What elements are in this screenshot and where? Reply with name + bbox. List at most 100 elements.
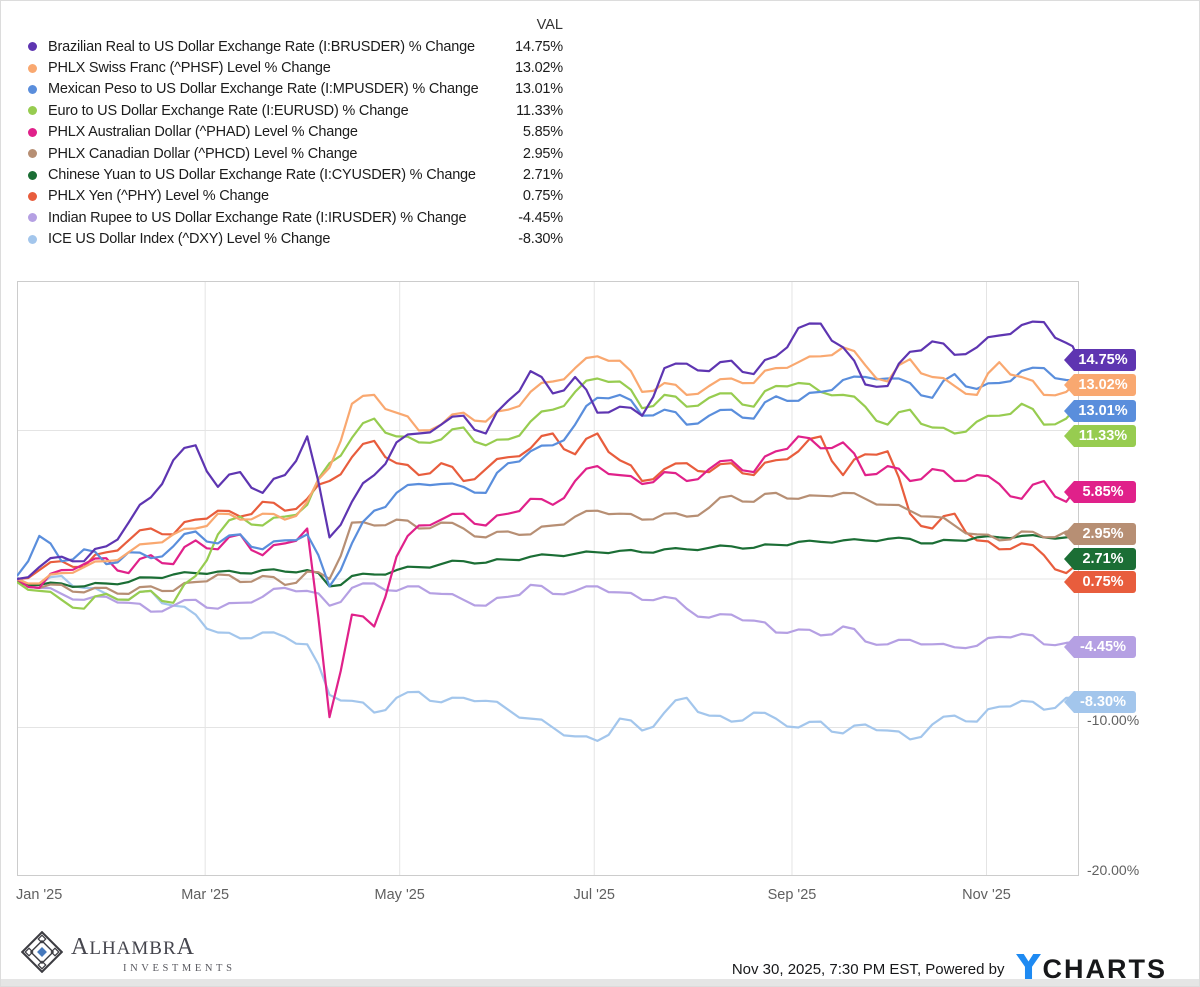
chart-plot-area[interactable] <box>17 281 1079 876</box>
tag-arrow-icon <box>1064 425 1074 447</box>
series-line <box>17 432 1079 581</box>
line-chart <box>17 281 1079 876</box>
tag-arrow-icon <box>1064 636 1074 658</box>
x-tick-label: Mar '25 <box>181 887 230 903</box>
y-tick-minus20: -20.00% <box>1087 862 1140 878</box>
legend-value: 13.02% <box>515 60 563 77</box>
legend-item-9[interactable]: Indian Rupee to US Dollar Exchange Rate … <box>23 207 563 228</box>
series-line <box>17 534 1079 588</box>
alhambra-diamond-icon <box>20 930 64 978</box>
series-line <box>17 377 1079 610</box>
tag-arrow-icon <box>1064 548 1074 570</box>
bottom-divider-bar <box>1 979 1199 986</box>
series-line <box>17 574 1079 742</box>
tag-arrow-icon <box>1064 691 1074 713</box>
legend-dot <box>28 191 37 201</box>
legend-value: 2.71% <box>522 167 563 184</box>
legend-value: 13.01% <box>515 81 563 98</box>
legend-item-8[interactable]: PHLX Yen (^PHY) Level % Change 0.75% <box>23 186 563 207</box>
legend-item-5[interactable]: PHLX Australian Dollar (^PHAD) Level % C… <box>23 122 563 143</box>
tag-label: 5.85% <box>1074 481 1136 503</box>
tag-label: 13.01% <box>1074 400 1136 422</box>
tag-label: 2.95% <box>1074 523 1136 545</box>
legend-dot <box>28 127 37 137</box>
series-line <box>17 578 1079 650</box>
x-tick-label: May '25 <box>374 887 425 903</box>
tag-label: 2.71% <box>1074 548 1136 570</box>
series-line <box>17 491 1079 595</box>
legend-dot <box>28 84 37 94</box>
alhambra-wordmark: ALHAMBRA <box>71 934 195 960</box>
legend-dot <box>28 149 37 159</box>
tag-arrow-icon <box>1064 400 1074 422</box>
tag-label: 14.75% <box>1074 349 1136 371</box>
ycharts-logo: CHARTS <box>1015 953 1168 985</box>
legend-value: -8.30% <box>518 231 563 248</box>
alhambra-logo: ALHAMBRA INVESTMENTS <box>20 930 236 978</box>
legend-label: PHLX Canadian Dollar (^PHCD) Level % Cha… <box>48 145 358 162</box>
x-axis-labels: Jan '25 Mar '25 May '25 Jul '25 Sep '25 Nov '… <box>1 887 1199 907</box>
legend-val-header-row: VAL <box>23 15 563 36</box>
legend-dot <box>28 170 37 180</box>
legend-dot <box>28 42 37 52</box>
ycharts-y-icon <box>1015 953 1043 985</box>
value-tag-neg8.30: -8.30% <box>1064 691 1136 713</box>
tag-arrow-icon <box>1064 481 1074 503</box>
series-line <box>17 320 1079 581</box>
x-tick-label: Nov '25 <box>962 887 1011 903</box>
alhambra-subtitle: INVESTMENTS <box>123 963 236 974</box>
value-tag-5.85: 5.85% <box>1064 481 1136 503</box>
legend-label: Euro to US Dollar Exchange Rate (I:EURUS… <box>48 102 409 119</box>
legend-item-3[interactable]: Mexican Peso to US Dollar Exchange Rate … <box>23 79 563 100</box>
tag-arrow-icon <box>1064 523 1074 545</box>
legend-value: 2.95% <box>522 145 563 162</box>
value-tag-neg4.45: -4.45% <box>1064 636 1136 658</box>
value-tag-2.95: 2.95% <box>1064 523 1136 545</box>
series-line <box>17 346 1079 585</box>
tag-label: -8.30% <box>1074 691 1136 713</box>
legend-dot <box>28 234 37 244</box>
legend-label: ICE US Dollar Index (^DXY) Level % Chang… <box>48 231 331 248</box>
legend-dot <box>28 213 37 223</box>
x-tick-label: Jan '25 <box>16 887 63 903</box>
legend-value: 0.75% <box>522 188 563 205</box>
legend: VAL Brazilian Real to US Dollar Exchange… <box>23 15 563 250</box>
legend-dot <box>28 63 37 73</box>
y-tick-minus10: -10.00% <box>1087 712 1140 728</box>
chart-attribution: Nov 30, 2025, 7:30 PM EST, Powered by CH… <box>732 953 1167 985</box>
legend-item-4[interactable]: Euro to US Dollar Exchange Rate (I:EURUS… <box>23 100 563 121</box>
chart-timestamp: Nov 30, 2025, 7:30 PM EST, Powered by <box>731 960 1005 978</box>
legend-item-6[interactable]: PHLX Canadian Dollar (^PHCD) Level % Cha… <box>23 143 563 164</box>
tag-arrow-icon <box>1064 349 1074 371</box>
tag-arrow-icon <box>1064 374 1074 396</box>
legend-item-2[interactable]: PHLX Swiss Franc (^PHSF) Level % Change 1… <box>23 57 563 78</box>
series-line <box>17 435 1079 719</box>
value-tag-13.01: 13.01% <box>1064 400 1136 422</box>
legend-label: PHLX Swiss Franc (^PHSF) Level % Change <box>48 60 331 77</box>
tag-label: 13.02% <box>1074 374 1136 396</box>
ycharts-wordmark: CHARTS <box>1042 953 1167 984</box>
tag-label: 11.33% <box>1074 425 1136 447</box>
tag-label: -4.45% <box>1074 636 1136 658</box>
legend-value: -4.45% <box>518 209 563 226</box>
value-tag-14.75: 14.75% <box>1064 349 1136 371</box>
legend-item-10[interactable]: ICE US Dollar Index (^DXY) Level % Chang… <box>23 229 563 250</box>
legend-item-7[interactable]: Chinese Yuan to US Dollar Exchange Rate … <box>23 164 563 185</box>
value-tag-13.02: 13.02% <box>1064 374 1136 396</box>
legend-value: 5.85% <box>522 124 563 141</box>
legend-value: 11.33% <box>516 102 563 119</box>
legend-dot <box>28 106 37 116</box>
legend-value: 14.75% <box>515 38 563 55</box>
legend-val-header: VAL <box>536 17 563 33</box>
legend-label: PHLX Australian Dollar (^PHAD) Level % C… <box>48 124 358 141</box>
legend-item-1[interactable]: Brazilian Real to US Dollar Exchange Rat… <box>23 36 563 57</box>
legend-label: PHLX Yen (^PHY) Level % Change <box>48 188 269 205</box>
tag-label: 0.75% <box>1074 571 1136 593</box>
series-line <box>17 366 1079 588</box>
legend-label: Brazilian Real to US Dollar Exchange Rat… <box>48 38 475 55</box>
legend-label: Mexican Peso to US Dollar Exchange Rate … <box>48 81 479 98</box>
x-tick-label: Sep '25 <box>767 887 817 903</box>
legend-label: Chinese Yuan to US Dollar Exchange Rate … <box>48 167 476 184</box>
value-tag-11.33: 11.33% <box>1064 425 1136 447</box>
